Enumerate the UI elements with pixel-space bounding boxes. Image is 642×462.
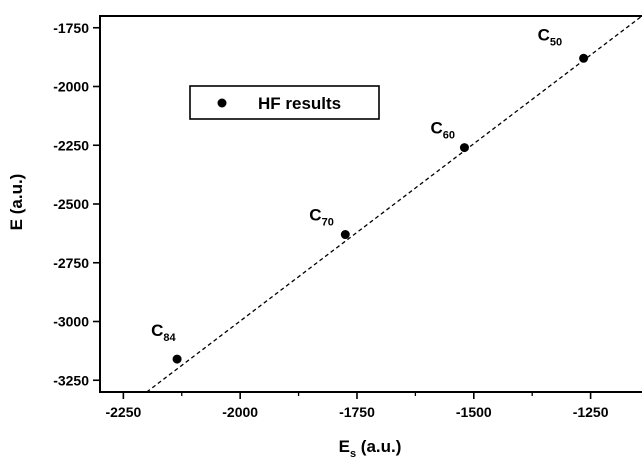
x-tick-label: -1500 <box>456 404 492 420</box>
fit-line-layer <box>146 15 642 393</box>
y-tick-label: -3000 <box>53 314 89 330</box>
point-label-main: C <box>430 119 442 138</box>
y-tick-label: -2750 <box>53 255 89 271</box>
point-label: C70 <box>309 206 334 229</box>
x-axis-title-unit: (a.u.) <box>356 437 401 456</box>
y-tick-label: -3250 <box>53 372 89 388</box>
fit-line <box>146 15 642 393</box>
x-axis-title: Es (a.u.) <box>339 437 402 460</box>
x-tick-label: -2250 <box>105 404 141 420</box>
legend: HF results <box>189 85 380 120</box>
x-axis-title-main: E <box>339 437 350 456</box>
data-point <box>172 354 182 364</box>
x-tick-label: -1250 <box>573 404 609 420</box>
plot-frame <box>99 15 642 393</box>
data-point <box>579 53 589 63</box>
point-label: C50 <box>538 25 563 48</box>
point-label: C84 <box>151 321 176 344</box>
point-label-subscript: 70 <box>322 217 334 229</box>
point-label-main: C <box>538 25 550 44</box>
y-axis-title: E (a.u.) <box>7 174 26 231</box>
x-tick-label: -1750 <box>339 404 375 420</box>
legend-marker <box>217 98 227 108</box>
point-label-main: C <box>151 321 163 340</box>
y-tick-label: -1750 <box>53 20 89 36</box>
y-tick-label: -2500 <box>53 196 89 212</box>
data-point <box>340 230 350 240</box>
ticks-layer: -2250 -2000 -1750 -1500 -1250 -1750 -2000 -2250… <box>53 20 609 420</box>
y-tick-label: -2250 <box>53 137 89 153</box>
data-point <box>459 143 469 153</box>
point-label: C60 <box>430 119 455 142</box>
legend-label: HF results <box>258 94 341 113</box>
point-label-subscript: 50 <box>550 36 562 48</box>
x-tick-label: -2000 <box>222 404 258 420</box>
point-label-subscript: 60 <box>443 130 455 142</box>
point-label-subscript: 84 <box>163 332 176 344</box>
point-label-main: C <box>309 206 321 225</box>
x-axis-title-subscript: s <box>350 448 356 460</box>
y-tick-label: -2000 <box>53 79 89 95</box>
